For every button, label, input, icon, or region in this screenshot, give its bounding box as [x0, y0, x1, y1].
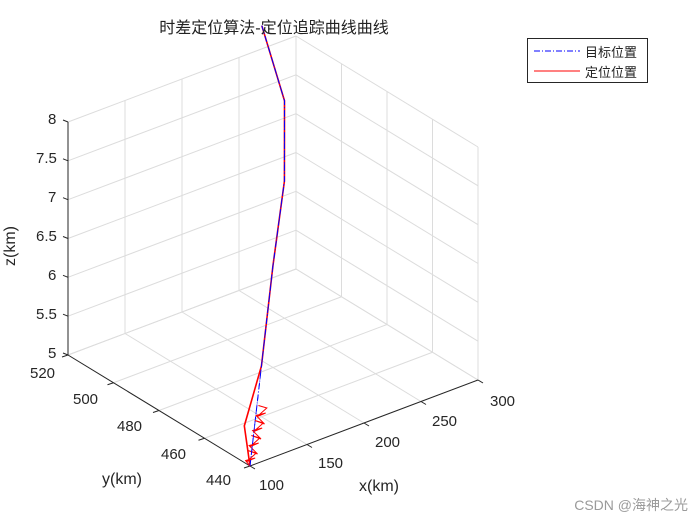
- x-tick: 300: [490, 393, 516, 410]
- z-tick: 5.5: [36, 306, 57, 323]
- x-tick: 200: [375, 434, 401, 451]
- watermark: CSDN @海神之光: [574, 497, 688, 513]
- z-tick: 6.5: [36, 228, 57, 245]
- legend-label: 目标位置: [585, 45, 638, 61]
- grid-lines: [67, 35, 479, 467]
- y-tick: 520: [30, 365, 56, 382]
- y-tick: 500: [73, 391, 99, 408]
- z-tick: 7: [48, 189, 57, 206]
- x-tick: 100: [259, 477, 285, 494]
- legend[interactable]: 目标位置 定位位置: [527, 38, 648, 83]
- data-series: [243, 25, 286, 467]
- x-axis-label: x(km): [359, 478, 399, 495]
- x-tick: 250: [432, 413, 458, 430]
- series-target-line: [249, 25, 286, 467]
- legend-item-target[interactable]: 目标位置: [534, 42, 638, 61]
- z-tick: 7.5: [36, 150, 57, 167]
- y-tick: 480: [117, 418, 143, 435]
- series-target-line-overlay: [249, 25, 285, 467]
- z-axis-label-text: z(km): [2, 226, 19, 266]
- legend-item-estimate[interactable]: 定位位置: [534, 62, 638, 81]
- z-tick: 6: [48, 267, 57, 284]
- dash-dot-line-icon: [534, 50, 580, 52]
- legend-label: 定位位置: [585, 65, 638, 81]
- axes-lines: [61, 119, 484, 470]
- y-axis-label: y(km): [102, 471, 142, 488]
- z-tick: 5: [48, 345, 57, 362]
- estimated-noise-cluster: [244, 405, 268, 467]
- solid-line-icon: [534, 70, 580, 72]
- y-tick: 460: [161, 446, 187, 463]
- x-tick: 150: [318, 455, 344, 472]
- z-tick: 8: [48, 111, 57, 128]
- chart-title: 时差定位算法-定位追踪曲线曲线: [159, 18, 389, 37]
- y-tick: 440: [206, 472, 232, 489]
